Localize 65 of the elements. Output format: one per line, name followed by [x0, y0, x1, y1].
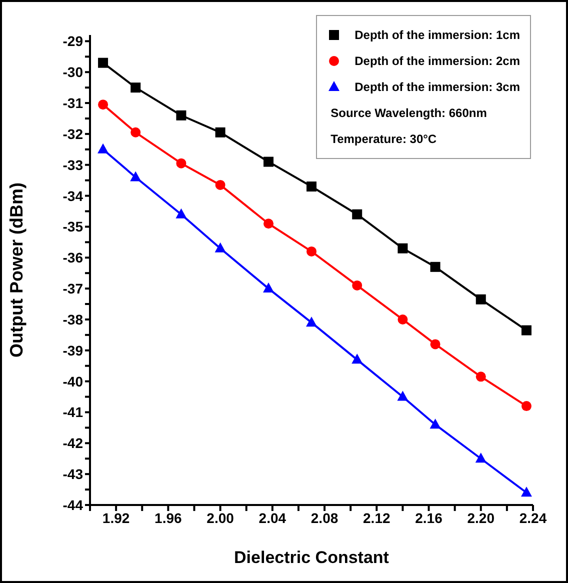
y-tick-label: -37 — [62, 280, 84, 297]
y-tick-label: -29 — [62, 33, 84, 50]
point — [264, 156, 274, 167]
point — [98, 143, 109, 154]
point — [130, 171, 142, 182]
x-tick-label: 2.16 — [415, 510, 443, 526]
point — [398, 314, 408, 324]
x-tick-label: 1.96 — [154, 510, 182, 526]
point — [215, 127, 226, 138]
point — [430, 262, 440, 272]
y-tick-label: -40 — [62, 373, 84, 390]
point — [476, 372, 486, 382]
point — [130, 82, 141, 93]
y-tick-label: -30 — [62, 64, 84, 80]
y-tick-label: -41 — [62, 404, 84, 420]
point — [520, 486, 532, 497]
y-tick-label: -34 — [62, 188, 84, 204]
y-tick-label: -32 — [62, 126, 84, 142]
point — [263, 282, 274, 293]
point — [521, 401, 532, 412]
point — [352, 354, 363, 364]
point — [215, 180, 226, 190]
y-tick-label: -38 — [62, 311, 84, 328]
point — [397, 390, 408, 401]
point — [176, 158, 186, 168]
point — [306, 246, 316, 256]
annotation: Temperature: 30°C — [330, 131, 438, 148]
point — [214, 242, 226, 252]
annotation: Source Wavelength: 660nm — [330, 105, 488, 122]
point — [306, 182, 316, 192]
point — [130, 127, 141, 138]
point — [98, 58, 108, 68]
x-tick-label: 2.12 — [363, 510, 390, 526]
y-axis-title: Output Power (dBm) — [6, 182, 26, 358]
y-tick-label: -31 — [62, 94, 84, 111]
point — [98, 100, 108, 110]
y-tick-label: -42 — [62, 435, 84, 452]
point — [352, 209, 362, 220]
point — [306, 316, 317, 327]
x-tick-label: 1.92 — [102, 510, 130, 526]
y-tick-label: -44 — [62, 496, 84, 513]
point — [398, 243, 408, 254]
y-tick-label: -33 — [62, 156, 84, 173]
y-tick-label: -39 — [62, 342, 84, 358]
point — [476, 294, 486, 304]
point — [521, 325, 532, 336]
point — [176, 208, 187, 218]
x-tick-label: 2.24 — [519, 510, 547, 526]
legend-label: Depth of the immersion: 1cm — [354, 28, 520, 42]
x-tick-label: 2.00 — [206, 510, 234, 526]
point — [352, 280, 362, 290]
point — [475, 452, 486, 463]
x-tick-label: 2.08 — [310, 510, 338, 526]
legend-label: Depth of the immersion: 2cm — [354, 54, 520, 68]
point — [176, 110, 186, 120]
x-tick-label: 2.20 — [467, 510, 495, 526]
x-tick-label: 2.04 — [258, 510, 286, 526]
x-axis-title: Dielectric Constant — [234, 548, 390, 567]
point — [430, 339, 440, 350]
y-tick-label: -36 — [62, 250, 84, 266]
legend-label: Depth of the immersion: 3cm — [354, 80, 520, 94]
y-tick-label: -35 — [62, 218, 84, 235]
point — [430, 418, 441, 429]
point — [264, 218, 274, 229]
y-tick-label: -43 — [62, 466, 84, 482]
